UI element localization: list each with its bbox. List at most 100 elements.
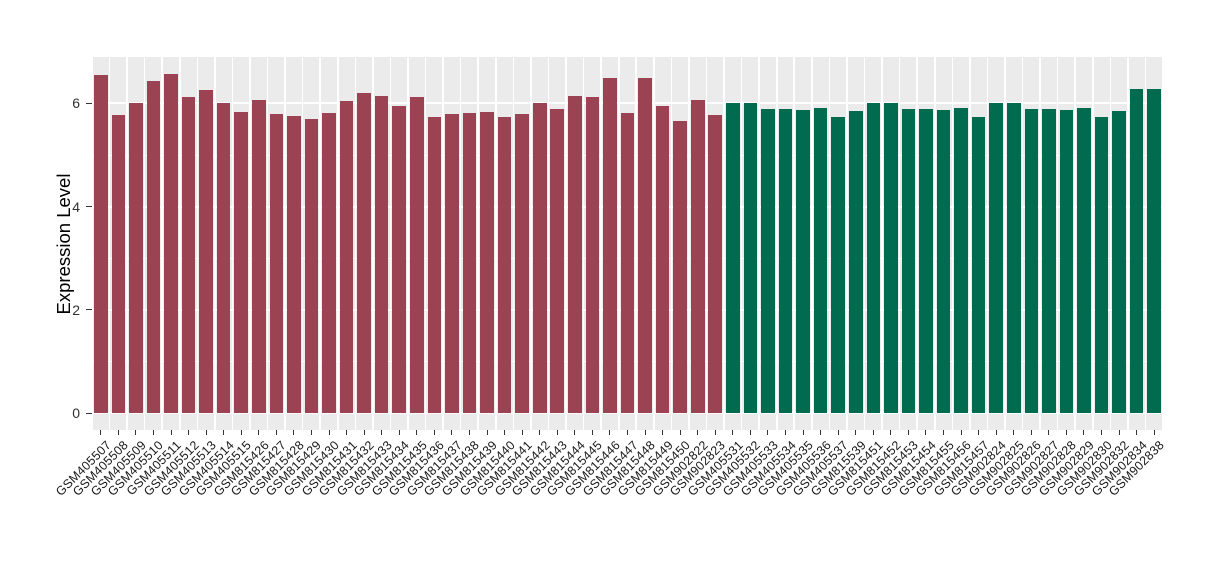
gridline-vertical bbox=[495, 57, 497, 430]
x-tick bbox=[363, 430, 365, 435]
x-tick bbox=[275, 430, 277, 435]
bar bbox=[936, 110, 951, 413]
x-tick bbox=[1030, 430, 1032, 435]
x-tick bbox=[100, 430, 102, 435]
bar bbox=[989, 103, 1003, 413]
x-tick bbox=[978, 430, 980, 435]
gridline-vertical bbox=[688, 57, 690, 430]
gridline-vertical bbox=[1127, 57, 1129, 430]
gridline-vertical bbox=[846, 57, 848, 430]
bar bbox=[796, 109, 810, 413]
x-tick bbox=[1083, 430, 1085, 435]
bar bbox=[1094, 116, 1109, 413]
bar bbox=[568, 96, 582, 413]
gridline-vertical bbox=[178, 57, 181, 430]
gridline-vertical bbox=[407, 57, 409, 430]
gridline-vertical bbox=[249, 57, 251, 430]
bar bbox=[655, 105, 670, 413]
x-tick bbox=[749, 430, 751, 435]
bar bbox=[93, 74, 108, 413]
gridline-vertical bbox=[565, 57, 567, 430]
bar bbox=[199, 89, 213, 413]
x-tick bbox=[925, 430, 927, 435]
x-tick bbox=[1013, 430, 1015, 435]
gridline-vertical bbox=[1039, 57, 1041, 430]
x-tick bbox=[346, 430, 348, 435]
gridline-vertical bbox=[389, 57, 392, 430]
x-tick bbox=[662, 430, 664, 435]
gridline-vertical bbox=[1074, 57, 1076, 430]
bar bbox=[322, 112, 336, 413]
y-tick bbox=[86, 206, 92, 208]
x-tick bbox=[170, 430, 172, 435]
gridline-vertical bbox=[319, 57, 322, 430]
gridline-vertical bbox=[758, 57, 760, 430]
gridline-vertical bbox=[951, 57, 954, 430]
bar bbox=[831, 116, 845, 413]
y-tick bbox=[86, 412, 92, 414]
bar bbox=[339, 100, 354, 413]
gridline-vertical bbox=[653, 57, 655, 430]
x-tick bbox=[451, 430, 453, 435]
gridline-vertical bbox=[775, 57, 778, 430]
gridline-vertical bbox=[986, 57, 989, 430]
y-tick bbox=[86, 102, 92, 104]
gridline-vertical bbox=[108, 57, 111, 430]
x-tick bbox=[135, 430, 137, 435]
gridline-vertical bbox=[1056, 57, 1059, 430]
bar bbox=[971, 116, 986, 413]
x-tick bbox=[855, 430, 857, 435]
gridline-vertical bbox=[337, 57, 339, 430]
gridline-major bbox=[92, 412, 1163, 414]
bar bbox=[1024, 108, 1039, 413]
bar bbox=[673, 120, 687, 413]
y-axis-tick-label: 0 bbox=[72, 405, 80, 421]
x-tick bbox=[820, 430, 822, 435]
x-tick bbox=[1118, 430, 1120, 435]
gridline-vertical bbox=[705, 57, 708, 430]
gridline-vertical bbox=[92, 57, 93, 430]
bar bbox=[585, 96, 600, 413]
gridline-vertical bbox=[231, 57, 234, 430]
x-tick bbox=[627, 430, 628, 435]
y-tick bbox=[86, 309, 92, 311]
bar bbox=[620, 113, 635, 413]
bar bbox=[550, 108, 565, 413]
bar bbox=[866, 103, 881, 413]
y-axis-tick-label: 6 bbox=[72, 95, 80, 112]
x-tick bbox=[802, 430, 804, 435]
bar bbox=[427, 117, 442, 413]
bar bbox=[181, 96, 196, 413]
x-tick bbox=[486, 430, 488, 435]
gridline-vertical bbox=[512, 57, 515, 430]
x-tick bbox=[240, 430, 242, 435]
x-tick bbox=[381, 430, 383, 435]
gridline-vertical bbox=[372, 57, 374, 430]
gridline-vertical bbox=[969, 57, 971, 430]
x-tick bbox=[416, 430, 418, 435]
gridline-vertical bbox=[530, 57, 532, 430]
gridline-vertical bbox=[1004, 57, 1006, 430]
bar bbox=[357, 92, 371, 413]
x-tick bbox=[223, 430, 225, 435]
gridline-vertical bbox=[793, 57, 796, 430]
x-tick bbox=[890, 430, 892, 435]
gridline-vertical bbox=[863, 57, 866, 430]
bar bbox=[287, 115, 301, 413]
bar bbox=[164, 73, 178, 413]
gridline-vertical bbox=[214, 57, 216, 430]
x-tick bbox=[310, 430, 312, 435]
bar bbox=[848, 111, 863, 413]
x-tick bbox=[468, 430, 470, 435]
x-tick bbox=[714, 430, 716, 435]
x-tick bbox=[785, 430, 787, 435]
bar bbox=[410, 97, 424, 413]
x-tick bbox=[188, 430, 190, 435]
x-tick bbox=[504, 430, 506, 435]
gridline-vertical bbox=[161, 57, 164, 430]
gridline-vertical bbox=[143, 57, 146, 430]
x-tick bbox=[117, 430, 119, 435]
gridline-vertical bbox=[740, 57, 743, 430]
bar bbox=[1112, 110, 1126, 413]
bar bbox=[901, 108, 916, 413]
